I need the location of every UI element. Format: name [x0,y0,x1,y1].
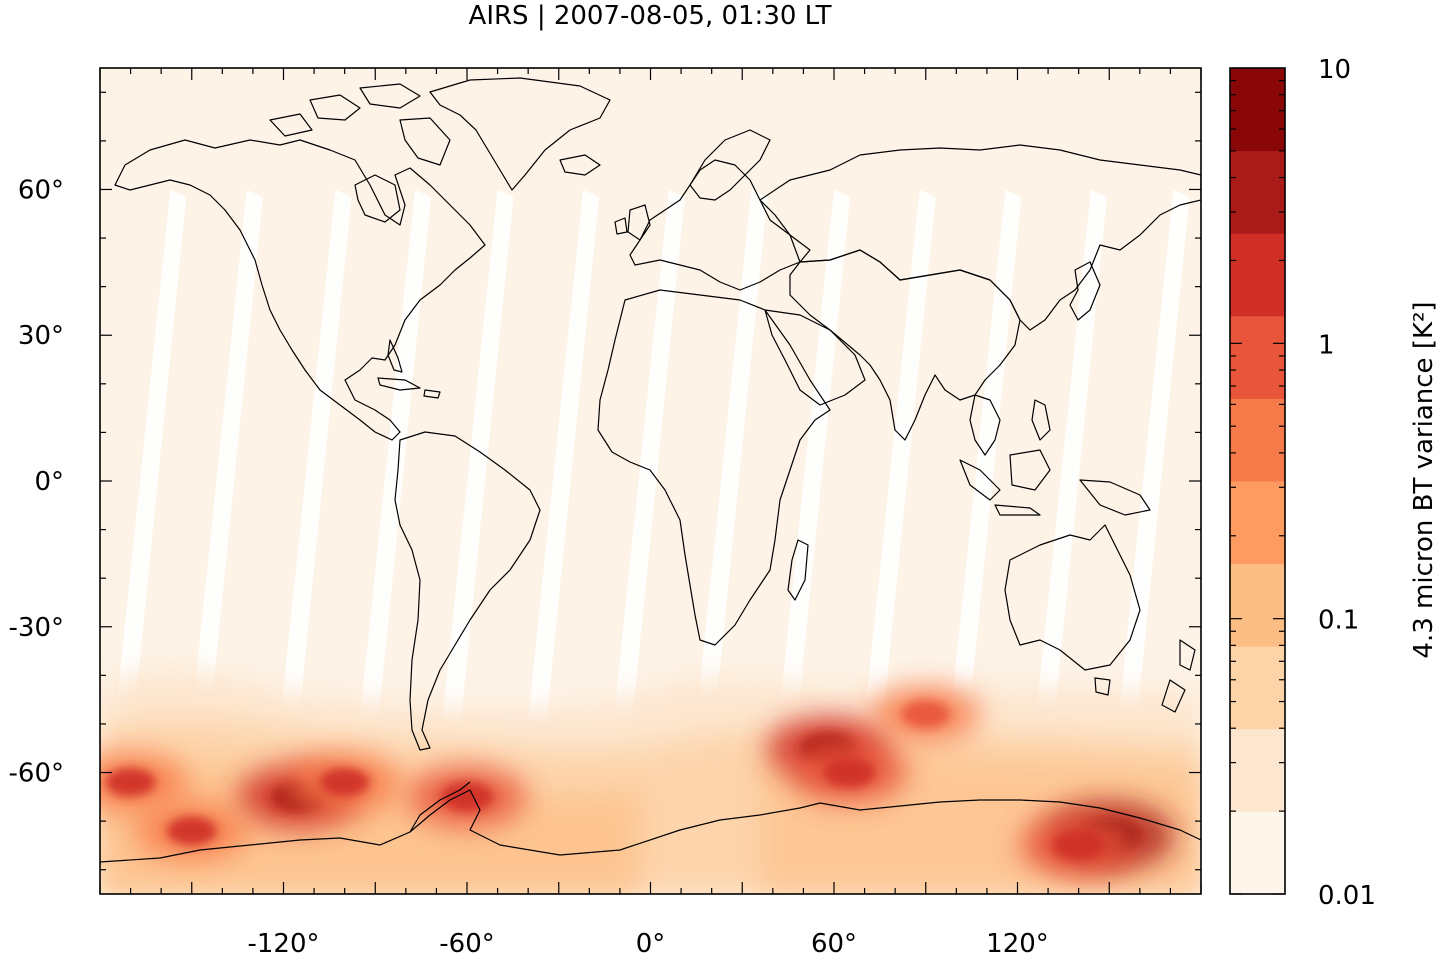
colorbar-band [1230,563,1285,647]
coast-ireland [614,217,628,235]
coast-new-zealand-south [1161,679,1186,713]
y-tick-label: 0° [34,467,64,497]
x-tick-label: 0° [636,929,666,956]
y-tick-label: 60° [18,175,64,205]
swath-gap [442,189,514,724]
coast-new-guinea [1079,479,1151,516]
coast-greenland [429,77,611,191]
coast-britain [627,204,651,241]
swath-gap [1035,189,1107,724]
swath-gap [778,189,850,724]
coast-hispaniola [423,389,441,399]
coast-tasmania [1094,677,1111,696]
colorbar: 10 1 0.1 0.01 4.3 micron BT variance [K²] [1229,55,1439,911]
colorbar-band [1230,646,1285,730]
x-axis-labels: -120° -60° 0° 60° 120° [247,929,1049,959]
hotspot-core [823,757,876,788]
colorbar-tick-label: 1 [1318,330,1335,360]
colorbar-tick-label: 10 [1318,55,1351,85]
hotspot-core [440,781,494,813]
colorbar-frame [1229,67,1286,895]
y-tick-label: -60° [9,759,64,789]
coastlines [100,77,1201,863]
coast-arctic-islands-1 [309,94,361,121]
y-tick-label: 30° [18,321,64,351]
x-tick-label: -60° [439,929,494,956]
coast-scandinavia [689,129,771,201]
coast-arctic-islands-3 [269,113,313,137]
coast-north-america [114,139,486,441]
swath-gap [191,189,263,724]
swath-gap [359,189,432,724]
swath-gap [696,189,768,724]
coast-japan [1069,261,1101,321]
swath-gap [528,189,600,724]
coast-siberia [759,144,1201,331]
coast-borneo [1009,449,1051,491]
colorbar-band [1230,811,1285,895]
hotspot-core [901,700,950,729]
coast-iceland [559,154,601,176]
hotspot-core [105,767,156,797]
swath-gap [613,189,685,724]
x-tick-label: -120° [247,929,319,956]
colorbar-label: 4.3 micron BT variance [K²] [1409,301,1439,658]
coast-cuba [377,377,421,391]
coast-antarctic-peninsula [409,781,471,833]
swath-gap [1118,189,1190,724]
coast-africa [597,289,831,646]
coast-philippines [1031,399,1051,441]
y-axis-labels: 60° 30° 0° -30° -60° [9,175,64,788]
coast-arctic-islands-2 [359,83,421,109]
coast-arabia [764,309,866,406]
x-tick-label: 120° [986,929,1049,956]
colorbar-tick-label: 0.1 [1318,606,1359,636]
colorbar-band [1230,728,1285,812]
coast-europe [629,159,811,291]
map-area [100,68,1201,894]
coast-baffin [399,117,451,166]
y-tick-label: -30° [9,613,64,643]
coast-hudson-bay [354,174,401,223]
colorbar-tick-label: 0.01 [1318,881,1376,911]
colorbar-band [1230,398,1285,482]
colorbar-tick-labels: 10 1 0.1 0.01 [1318,55,1376,911]
hotspot-core [319,767,370,797]
swath-gap [864,189,936,724]
colorbar-ticks [1230,79,1285,895]
coast-new-zealand-north [1179,639,1196,671]
swath-gaps [115,189,1190,724]
colorbar-bands [1230,68,1285,895]
colorbar-band [1230,233,1285,317]
colorbar-band [1230,68,1285,152]
colorbar-band [1230,481,1285,565]
coast-indochina [969,394,1001,456]
coast-java [994,504,1041,516]
coast-south-america [394,431,541,751]
map-frame-ticks [99,68,1202,894]
hotspot-core [166,816,217,846]
swath-gap [950,189,1022,724]
coast-madagascar [787,539,809,601]
coast-australia [1004,524,1141,671]
coast-sumatra [959,459,1001,501]
x-tick-label: 60° [811,929,857,956]
hotspot-core [1052,830,1106,861]
colorbar-band [1230,315,1285,399]
chart-title: AIRS | 2007-08-05, 01:30 LT [469,1,832,31]
variance-field [100,670,1201,894]
coast-florida [387,339,403,373]
coast-antarctica [100,789,1201,863]
colorbar-band [1230,150,1285,234]
swath-gap [115,189,187,724]
swath-gap [280,189,352,724]
